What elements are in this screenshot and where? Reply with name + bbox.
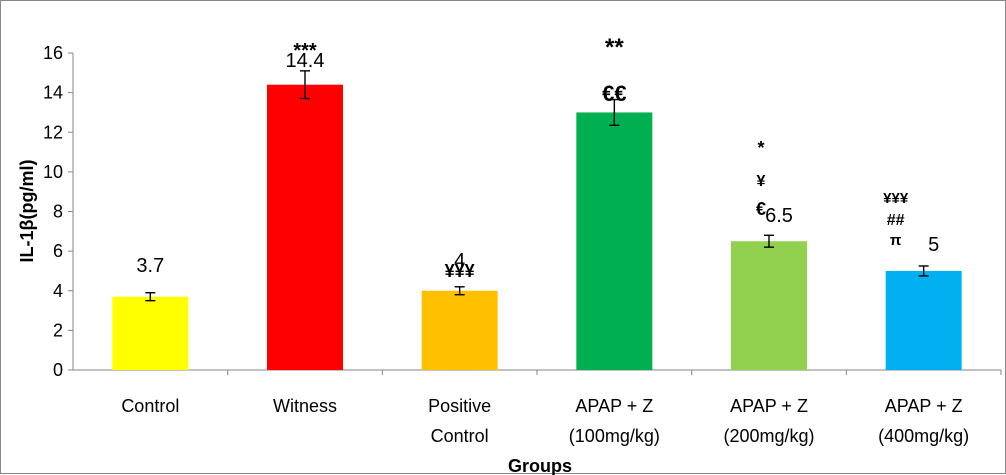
bar [885,270,962,370]
data-label: 14.4 [286,50,325,72]
y-tick-label: 10 [43,162,63,182]
significance-annotation: π [890,232,902,249]
y-tick-label: 6 [53,241,63,261]
data-label: 5 [928,234,939,256]
significance-annotation: € [756,199,766,219]
category-label: (100mg/kg) [569,426,660,446]
category-label: Positive [428,396,491,416]
y-axis-title: IL-1β(pg/ml) [17,160,37,263]
y-tick-label: 0 [53,360,63,380]
bar [112,296,189,370]
category-label: (400mg/kg) [878,426,969,446]
y-tick-label: 12 [43,122,63,142]
category-label: (200mg/kg) [723,426,814,446]
significance-annotation: €€ [602,81,626,106]
bar [421,290,498,370]
y-tick-label: 8 [53,202,63,222]
bar [731,241,807,370]
data-label: 3.7 [136,255,164,277]
y-tick-label: 16 [43,43,63,63]
x-axis-title: Groups [508,456,572,475]
data-label: 6.5 [765,205,793,227]
category-label: APAP + Z [885,396,963,416]
data-label: 4 [454,250,465,272]
significance-annotation: ¥¥¥ [445,261,475,281]
category-label: Control [431,426,489,446]
category-label: APAP + Z [575,396,653,416]
category-label: Control [121,396,179,416]
y-tick-label: 14 [43,83,63,103]
significance-annotation: ** [605,34,624,61]
category-label: APAP + Z [730,396,808,416]
bar [576,112,653,370]
significance-annotation: ¥¥¥ [883,190,909,207]
bar [267,84,343,370]
significance-annotation: ## [887,212,905,229]
y-tick-label: 2 [53,320,63,340]
y-tick-label: 4 [53,281,63,301]
significance-annotation: ¥ [757,173,766,190]
significance-annotation: * [757,138,764,158]
category-label: Witness [273,396,337,416]
significance-annotation: *** [293,40,317,62]
